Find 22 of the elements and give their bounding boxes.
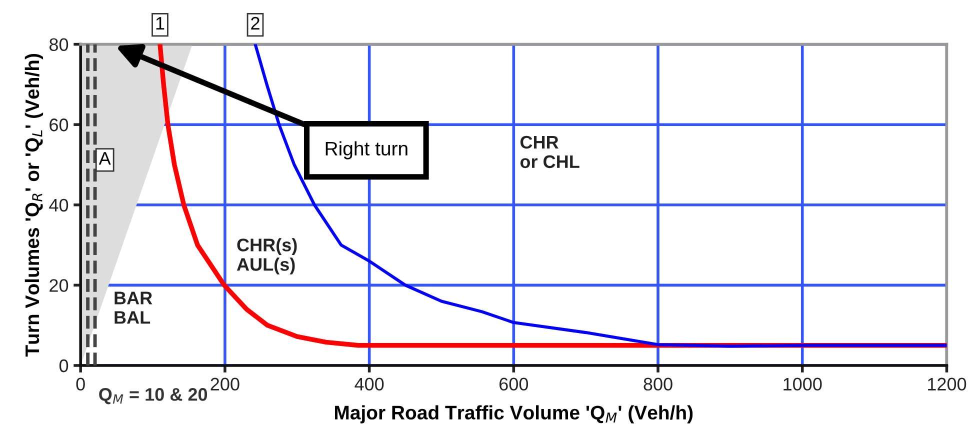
- x-tick-label: 800: [644, 378, 672, 391]
- x-tick-label: 200: [210, 378, 240, 391]
- x-tick-label: 600: [500, 378, 528, 391]
- annotation: Q$_{M}$ = 10 & 20: [99, 388, 208, 404]
- annotation: CHR or CHL: [520, 136, 580, 168]
- annotation: Right turn: [326, 141, 408, 160]
- y-tick-label: 0: [59, 359, 68, 372]
- x-tick-label: 0: [76, 378, 85, 391]
- series-label: 1: [156, 17, 164, 30]
- y-tick-label: 60: [50, 118, 68, 132]
- annotation: BAR BAL: [114, 292, 152, 324]
- annotation: CHR(s) AUL(s): [236, 238, 297, 274]
- y-tick-label: 40: [49, 198, 68, 212]
- series-label: 2: [251, 16, 260, 30]
- y-axis-title: Turn Volumes 'Q$_{R}$' or 'Q$_{L}$' (Veh/h): [24, 54, 43, 357]
- x-tick-label: 400: [354, 378, 384, 391]
- y-tick-label: 20: [50, 279, 68, 292]
- y-tick-label: 80: [49, 38, 68, 52]
- x-tick-label: 1200: [928, 378, 966, 391]
- x-tick-label: 1000: [784, 378, 822, 391]
- annotation: A: [98, 152, 111, 165]
- x-axis-title: Major Road Traffic Volume 'Q$_{M}$' (Veh/h): [335, 405, 693, 424]
